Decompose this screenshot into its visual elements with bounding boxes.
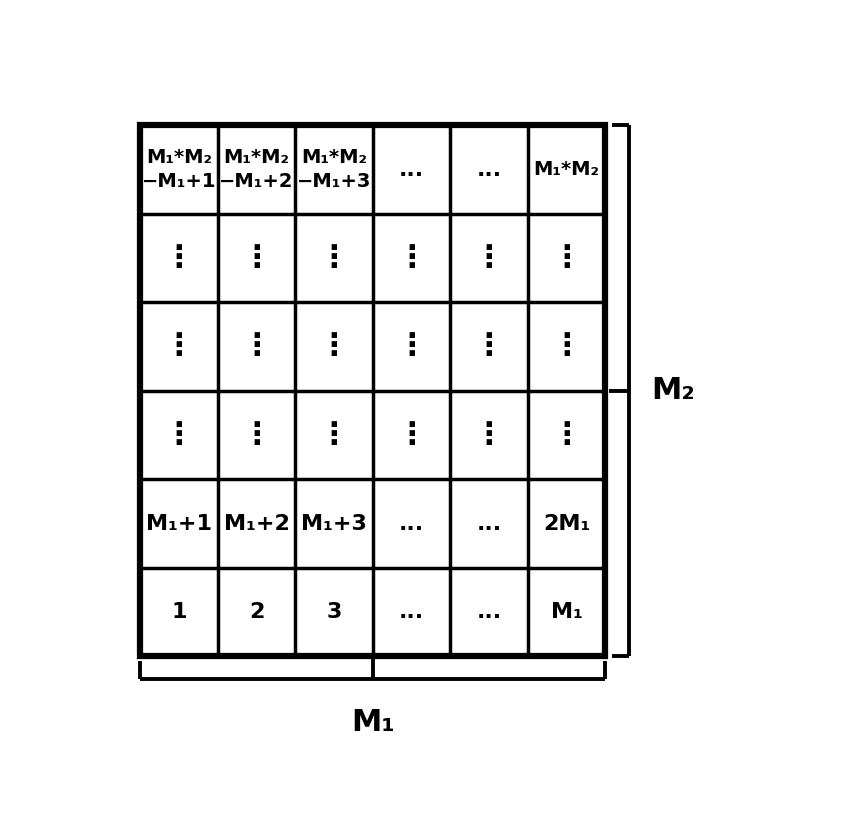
Text: ⋮: ⋮ [319,420,350,450]
Text: M₁+1: M₁+1 [146,514,212,534]
Text: ⋮: ⋮ [164,243,195,273]
Text: ...: ... [476,160,501,179]
Text: ...: ... [399,160,424,179]
Text: ⋮: ⋮ [474,332,504,361]
Text: ⋮: ⋮ [474,243,504,273]
Text: ⋮: ⋮ [551,420,582,450]
Text: ...: ... [399,602,424,622]
Text: M₁*M₂: M₁*M₂ [534,160,600,179]
Text: M₁+2: M₁+2 [224,514,290,534]
Text: ⋮: ⋮ [319,332,350,361]
Text: ⋮: ⋮ [242,332,272,361]
Text: M₁*M₂
−M₁+2: M₁*M₂ −M₁+2 [219,148,294,191]
Text: ...: ... [476,514,501,534]
Text: ⋮: ⋮ [164,420,195,450]
Text: ⋮: ⋮ [164,332,195,361]
Text: ⋮: ⋮ [551,332,582,361]
Text: M₁*M₂
−M₁+3: M₁*M₂ −M₁+3 [297,148,371,191]
Text: ⋮: ⋮ [242,420,272,450]
Text: M₁: M₁ [550,602,583,622]
Text: M₁+3: M₁+3 [301,514,367,534]
Text: ⋮: ⋮ [396,243,427,273]
Text: 3: 3 [327,602,342,622]
Text: ⋮: ⋮ [396,420,427,450]
Text: ⋮: ⋮ [474,420,504,450]
Text: ⋮: ⋮ [396,332,427,361]
Text: 1: 1 [171,602,187,622]
Bar [141,125,605,656]
Text: ⋮: ⋮ [319,243,350,273]
Text: 2: 2 [249,602,264,622]
Text: ...: ... [399,514,424,534]
Text: ⋮: ⋮ [242,243,272,273]
Text: M₁: M₁ [351,708,395,736]
Text: 2M₁: 2M₁ [542,514,590,534]
Text: M₂: M₂ [652,376,696,406]
Text: M₁*M₂
−M₁+1: M₁*M₂ −M₁+1 [141,148,216,191]
Text: ...: ... [476,602,501,622]
Text: ⋮: ⋮ [551,243,582,273]
